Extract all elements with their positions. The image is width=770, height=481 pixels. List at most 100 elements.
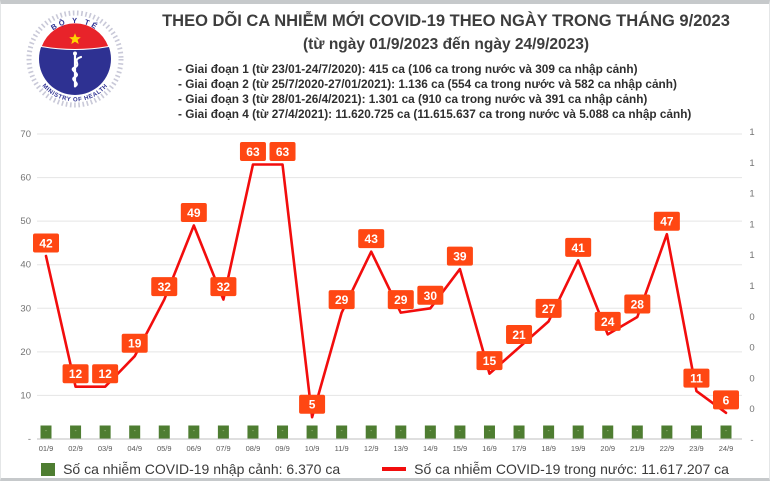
bar-zero-label: - xyxy=(636,429,638,435)
data-label-box xyxy=(506,325,533,344)
data-label-value: 63 xyxy=(246,145,260,159)
right-axis-tick: 0 xyxy=(749,373,754,384)
imported-cases-bar xyxy=(454,425,466,439)
imported-cases-bar xyxy=(690,425,702,439)
data-label-value: 49 xyxy=(187,206,201,220)
legend-swatch-imported xyxy=(41,462,56,476)
x-axis-label: 05/9 xyxy=(157,444,172,453)
left-axis-tick: - xyxy=(28,434,31,445)
data-label-value: 11 xyxy=(690,372,703,386)
x-axis-label: 06/9 xyxy=(187,444,202,453)
stage-line-1: - Giai đoạn 1 (từ 23/01-24/7/2020): 415 … xyxy=(178,62,638,76)
data-label-value: 5 xyxy=(309,398,316,412)
data-label-value: 63 xyxy=(276,145,290,159)
right-axis-tick: 0 xyxy=(749,404,754,415)
imported-cases-bar xyxy=(217,425,229,439)
logo-hatched-ring xyxy=(26,10,124,108)
data-label-box xyxy=(92,364,119,384)
imported-cases-bar xyxy=(631,425,643,439)
data-label-value: 29 xyxy=(335,293,349,307)
right-axis-tick: - xyxy=(750,435,753,446)
x-axis-label: 19/9 xyxy=(571,444,586,453)
bar-zero-label: - xyxy=(577,429,579,435)
data-label-box xyxy=(358,229,385,249)
bar-zero-label: - xyxy=(104,429,106,435)
x-axis-label: 03/9 xyxy=(98,444,113,453)
data-label-value: 19 xyxy=(128,337,142,351)
imported-cases-bar xyxy=(483,425,495,439)
imported-cases-bar xyxy=(277,425,289,439)
data-label-value: 32 xyxy=(217,280,231,294)
data-label-box xyxy=(299,394,326,414)
imported-cases-bar xyxy=(661,425,673,439)
x-axis-label: 17/9 xyxy=(512,444,527,453)
data-label-box xyxy=(62,364,89,384)
bar-zero-label: - xyxy=(75,429,77,435)
imported-cases-bar xyxy=(336,425,348,439)
data-label-value: 39 xyxy=(453,250,467,264)
right-axis-tick: 1 xyxy=(749,127,754,138)
right-axis-tick: 1 xyxy=(749,158,754,169)
imported-cases-bar xyxy=(513,425,525,439)
bar-zero-label: - xyxy=(163,429,165,435)
left-axis-tick: 40 xyxy=(20,260,31,271)
right-axis-tick: 1 xyxy=(749,189,754,200)
imported-cases-bar xyxy=(158,425,170,439)
imported-cases-bar xyxy=(365,425,377,439)
data-label-value: 27 xyxy=(542,302,556,316)
x-axis-label: 13/9 xyxy=(393,444,408,453)
data-label-box xyxy=(594,311,621,331)
bar-zero-label: - xyxy=(252,429,254,435)
bar-zero-label: - xyxy=(193,429,195,435)
data-label-box xyxy=(683,368,710,388)
right-axis-tick: 1 xyxy=(749,281,754,292)
data-label-value: 15 xyxy=(483,354,497,368)
logo-star-icon xyxy=(69,33,81,44)
imported-cases-bar xyxy=(720,425,732,439)
right-axis-tick: 0 xyxy=(749,312,754,323)
stage-line-4: - Giai đoạn 4 (từ 27/4/2021): 11.620.725… xyxy=(178,107,692,121)
imported-cases-bar xyxy=(395,425,407,439)
data-label-box xyxy=(565,237,592,257)
data-label-box xyxy=(180,203,207,222)
bar-zero-label: - xyxy=(607,429,609,435)
imported-cases-bar xyxy=(129,425,141,439)
bar-zero-label: - xyxy=(548,429,550,435)
legend-label-imported: Số ca nhiễm COVID-19 nhập cảnh: 6.370 ca xyxy=(63,461,341,477)
left-axis-tick: 20 xyxy=(20,347,31,358)
data-label-box xyxy=(446,246,473,266)
stage-line-2: - Giai đoạn 2 (từ 25/7/2020-27/01/2021):… xyxy=(178,77,677,91)
ministry-of-health-logo: BỘ Y TẾ MINISTRY OF HEALTH xyxy=(25,9,125,109)
legend-line-domestic xyxy=(382,467,407,471)
page-title: THEO DÕI CA NHIỄM MỚI COVID-19 THEO NGÀY… xyxy=(162,12,730,30)
bar-zero-label: - xyxy=(518,429,520,435)
x-axis-label: 20/9 xyxy=(600,444,615,453)
bar-zero-label: - xyxy=(341,429,343,435)
imported-cases-bar xyxy=(247,425,259,439)
data-label-box xyxy=(210,277,237,297)
data-label-value: 28 xyxy=(631,298,645,312)
imported-cases-bar xyxy=(188,425,200,439)
bar-zero-label: - xyxy=(429,429,431,435)
data-label-value: 12 xyxy=(98,367,112,381)
data-label-value: 30 xyxy=(424,289,438,303)
bar-zero-label: - xyxy=(311,429,313,435)
data-label-box xyxy=(269,142,296,161)
imported-cases-bar xyxy=(306,425,318,439)
data-label-box xyxy=(535,298,562,318)
imported-cases-bar xyxy=(40,425,52,439)
data-label-value: 29 xyxy=(394,293,408,307)
imported-cases-bar xyxy=(70,425,82,439)
stage-line-3: - Giai đoạn 3 (từ 28/01-26/4/2021): 1.30… xyxy=(178,92,648,106)
imported-cases-bar xyxy=(602,425,614,439)
data-label-box xyxy=(476,351,503,371)
x-axis-label: 04/9 xyxy=(127,444,142,453)
data-label-value: 47 xyxy=(660,215,674,229)
data-label-value: 21 xyxy=(512,328,526,342)
data-label-value: 43 xyxy=(365,232,379,246)
x-axis-label: 01/9 xyxy=(39,444,54,453)
x-axis-label: 07/9 xyxy=(216,444,231,453)
domestic-cases-line xyxy=(44,163,728,419)
x-axis-label: 16/9 xyxy=(482,444,497,453)
